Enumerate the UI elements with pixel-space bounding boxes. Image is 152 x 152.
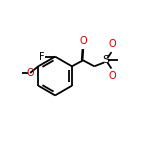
Text: O: O	[109, 39, 116, 49]
Text: O: O	[79, 36, 87, 47]
Text: F: F	[39, 52, 45, 62]
Text: O: O	[109, 71, 116, 81]
Text: O: O	[26, 68, 34, 78]
Text: S: S	[103, 55, 110, 65]
